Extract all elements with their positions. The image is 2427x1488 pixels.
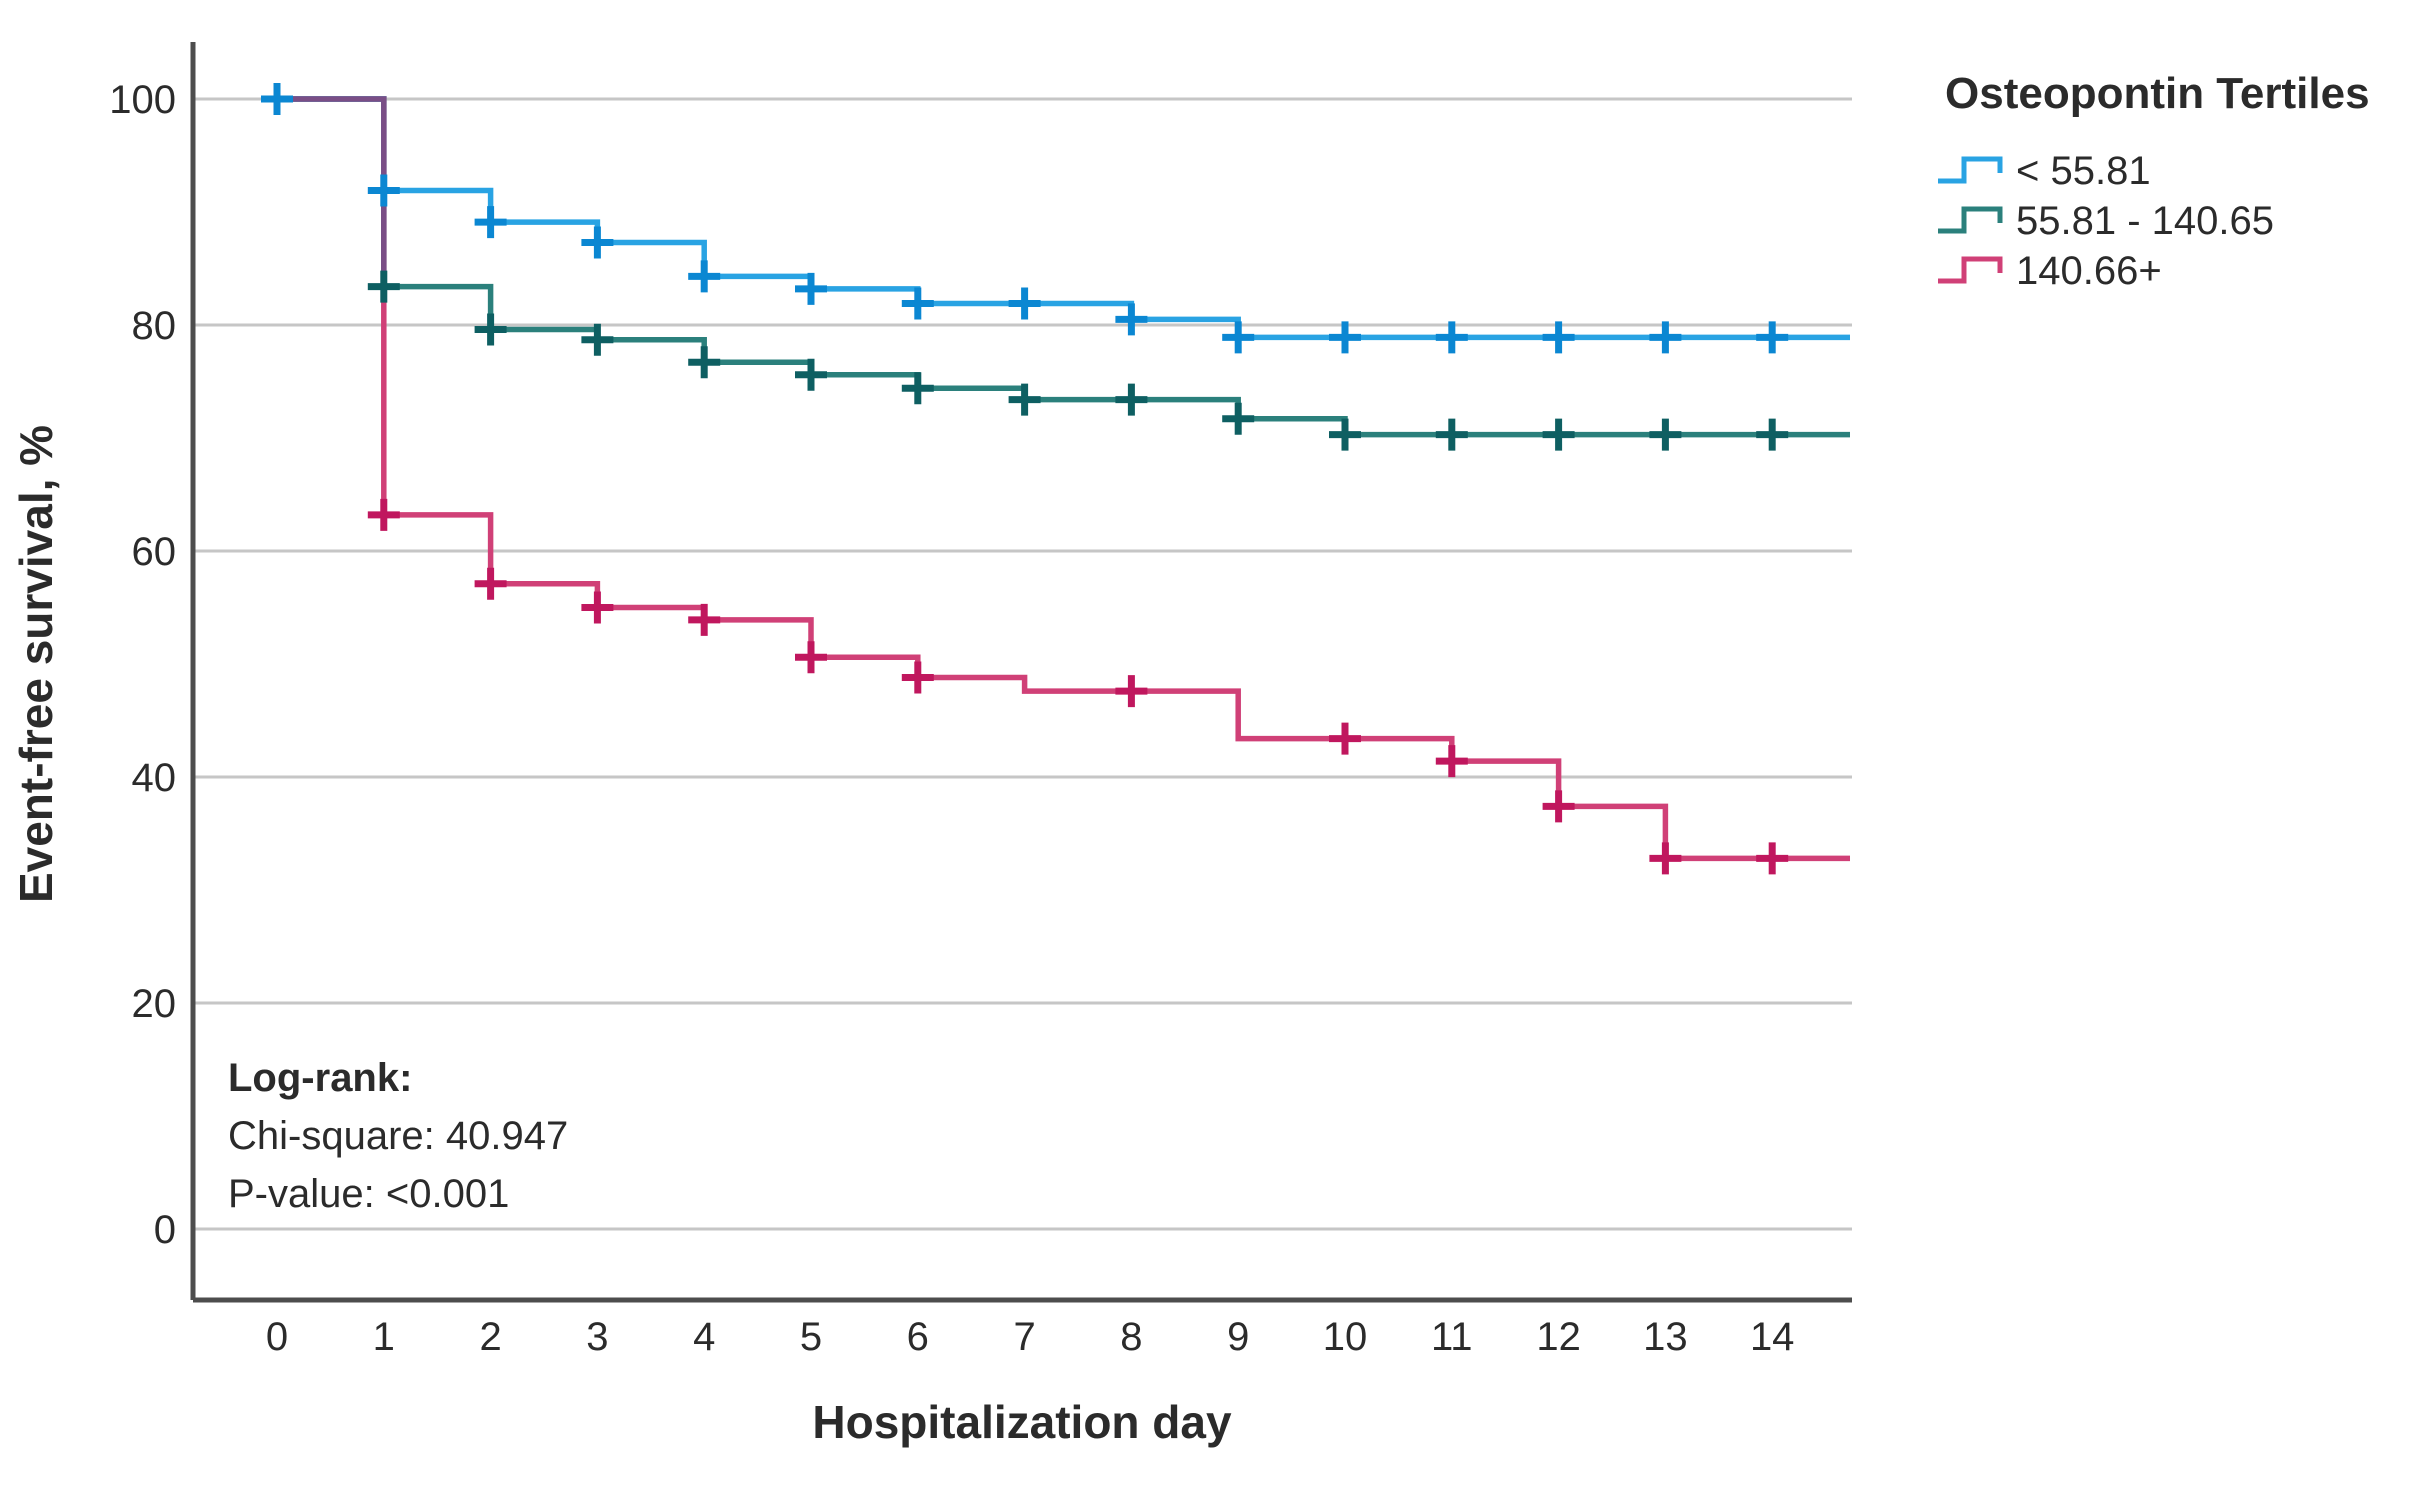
legend-title: Osteopontin Tertiles [1945, 69, 2370, 118]
x-tick-label-10: 10 [1323, 1315, 1368, 1359]
y-tick-label-80: 80 [132, 304, 177, 348]
annotation-logrank-title: Log-rank: [228, 1056, 412, 1100]
y-axis-title: Event-free survival, % [10, 425, 62, 903]
x-tick-label-12: 12 [1536, 1315, 1581, 1359]
curves-overlap-segment [277, 96, 387, 287]
legend-key-tertile-1 [1938, 156, 2003, 184]
x-axis-title: Hospitalization day [812, 1396, 1232, 1448]
y-tick-label-0: 0 [154, 1208, 176, 1252]
x-tick-label-5: 5 [800, 1315, 822, 1359]
x-tick-label-13: 13 [1643, 1315, 1688, 1359]
x-tick-label-8: 8 [1120, 1315, 1142, 1359]
y-tick-label-20: 20 [132, 982, 177, 1026]
legend-label-tertile-3: 140.66+ [2016, 249, 2162, 293]
survival-curve-tertile-1 [277, 96, 1850, 341]
survival-curve-tertile-3 [277, 96, 1850, 862]
legend-label-tertile-2: 55.81 - 140.65 [2016, 199, 2274, 243]
legend-key-tertile-3 [1938, 256, 2003, 284]
survival-curve-tertile-2 [277, 96, 1850, 438]
x-tick-label-3: 3 [586, 1315, 608, 1359]
y-tick-label-100: 100 [109, 78, 176, 122]
x-tick-label-7: 7 [1013, 1315, 1035, 1359]
annotation-chi-square: Chi-square: 40.947 [228, 1114, 568, 1158]
x-tick-label-0: 0 [266, 1315, 288, 1359]
x-tick-label-2: 2 [479, 1315, 501, 1359]
legend-key-tertile-2 [1938, 206, 2003, 234]
x-tick-label-14: 14 [1750, 1315, 1795, 1359]
x-tick-label-4: 4 [693, 1315, 715, 1359]
x-tick-label-9: 9 [1227, 1315, 1249, 1359]
x-tick-label-1: 1 [373, 1315, 395, 1359]
legend-label-tertile-1: < 55.81 [2016, 149, 2151, 193]
annotation-p-value: P-value: <0.001 [228, 1172, 509, 1216]
y-tick-label-40: 40 [132, 756, 177, 800]
y-tick-label-60: 60 [132, 530, 177, 574]
x-tick-label-11: 11 [1431, 1315, 1473, 1359]
x-tick-label-6: 6 [907, 1315, 929, 1359]
